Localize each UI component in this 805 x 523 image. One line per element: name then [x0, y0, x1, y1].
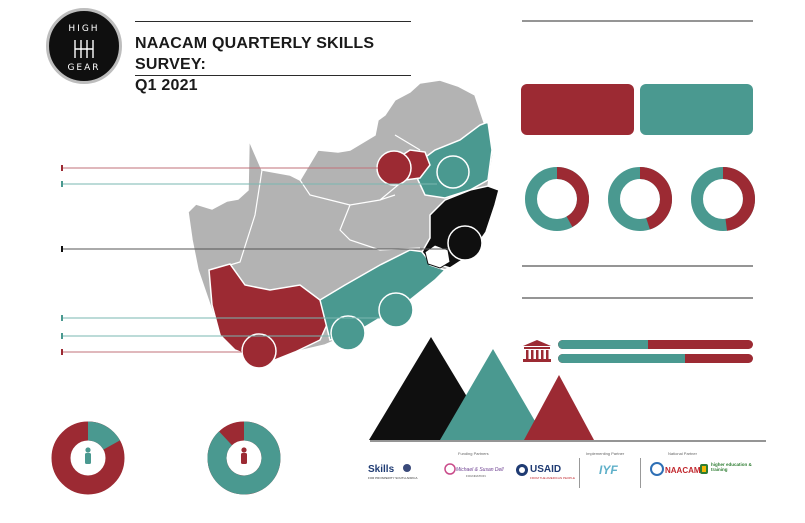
building-icon [523, 340, 551, 362]
title-line-2: Q1 2021 [135, 77, 198, 94]
progress-bar-1 [558, 340, 753, 349]
red-summary-box [521, 84, 634, 135]
dell-foundation-sub: FOUNDATION [466, 474, 486, 478]
person-icon-body [241, 453, 247, 464]
bottom-donut-2-segment [207, 421, 281, 495]
funding-partners-label: Funding Partners [458, 451, 489, 456]
eastern-cape-circle-2 [330, 315, 366, 351]
page-title: NAACAM QUARTERLY SKILLS SURVEY: Q1 2021 [135, 33, 435, 96]
uk-crest-icon [403, 464, 411, 472]
progress-bar-1-fill [558, 340, 648, 349]
top-donut-2-segment [639, 167, 672, 230]
high-gear-logo: HIGH GEAR [46, 8, 122, 84]
top-donut-1-segment [556, 167, 589, 228]
skills-logo-sub: FOR PROSPERITY SOUTH AFRICA [368, 476, 418, 480]
dhet-logo: higher education & training [711, 462, 752, 472]
dell-foundation-icon [444, 463, 456, 475]
naacam-logo: NAACAM [665, 466, 701, 475]
lesotho-region [424, 244, 451, 269]
logo-bottom-text: GEAR [67, 63, 101, 73]
bottom-donut-1-segment [87, 421, 120, 451]
sa-coat-of-arms-icon [700, 464, 708, 474]
province-borders [229, 134, 441, 266]
gauteng-circle [376, 150, 412, 186]
top-donut-3-segment [722, 167, 755, 231]
bottom-donut-row [51, 421, 281, 495]
eastern-cape-circle-1 [378, 292, 414, 328]
usaid-sub: FROM THE AMERICAN PEOPLE [530, 476, 575, 480]
title-top-rule [135, 21, 411, 22]
gear-shift-icon [74, 40, 94, 58]
dell-foundation-logo: Michael & Susan Dell [456, 467, 504, 473]
triangle-teal [440, 349, 546, 440]
national-partner-label: National Partner [668, 451, 697, 456]
leader-tick-3 [61, 246, 63, 252]
partner-divider-2 [640, 458, 641, 488]
title-bottom-rule [135, 75, 411, 76]
mpumalanga-circle [436, 155, 470, 189]
leader-tick-5 [61, 333, 63, 339]
leader-tick-4 [61, 315, 63, 321]
progress-bar-2 [558, 354, 753, 363]
western-cape-circle [241, 333, 277, 369]
logo-top-text: HIGH [68, 24, 100, 34]
person-icon-head [85, 447, 91, 453]
person-icon-body [85, 453, 91, 464]
partner-divider-1 [579, 458, 580, 488]
person-icon-head [241, 447, 247, 453]
partners-footer: Funding Partners Implementing Partner Na… [368, 451, 766, 493]
usaid-seal-icon [516, 464, 528, 476]
top-donut-row [525, 167, 755, 231]
naacam-icon [650, 462, 664, 476]
title-line-1: NAACAM QUARTERLY SKILLS SURVEY: [135, 35, 375, 73]
usaid-logo: USAID [530, 464, 562, 475]
triangle-red [524, 375, 594, 440]
iyf-logo: IYF [599, 463, 618, 477]
progress-bar-2-fill [558, 354, 685, 363]
leader-tick-6 [61, 349, 63, 355]
leader-tick-2 [61, 181, 63, 187]
implementing-partner-label: Implementing Partner [586, 451, 625, 456]
kzn-circle [447, 225, 483, 261]
skills-logo: Skills [368, 464, 395, 475]
leader-tick-1 [61, 165, 63, 171]
teal-summary-box [640, 84, 753, 135]
